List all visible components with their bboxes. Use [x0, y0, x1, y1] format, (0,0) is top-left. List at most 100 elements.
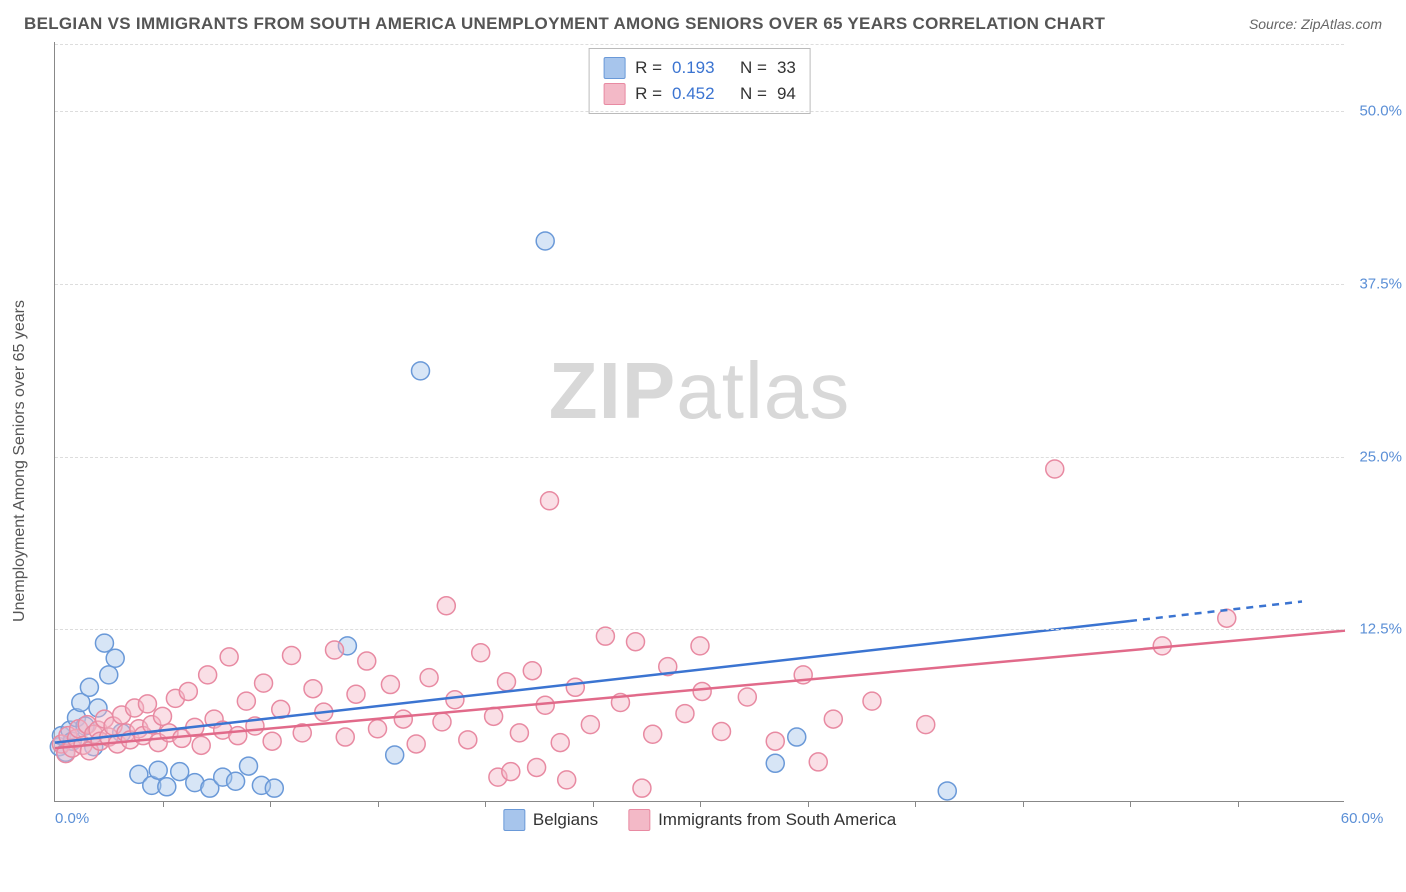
x-tick-label: 60.0% — [1341, 810, 1384, 827]
swatch-0 — [603, 57, 625, 79]
data-point — [420, 669, 438, 687]
data-point — [713, 723, 731, 741]
legend-swatch-0 — [503, 809, 525, 831]
n-value-1: 94 — [777, 84, 796, 104]
data-point — [536, 232, 554, 250]
r-value-1: 0.452 — [672, 84, 726, 104]
data-point — [347, 685, 365, 703]
data-point — [433, 713, 451, 731]
data-point — [381, 676, 399, 694]
header-row: BELGIAN VS IMMIGRANTS FROM SOUTH AMERICA… — [0, 0, 1406, 42]
x-tick-mark — [808, 801, 809, 807]
data-point — [523, 662, 541, 680]
chart-title: BELGIAN VS IMMIGRANTS FROM SOUTH AMERICA… — [24, 14, 1105, 34]
n-label: N = — [740, 84, 767, 104]
data-point — [100, 666, 118, 684]
y-tick-label: 50.0% — [1359, 103, 1402, 120]
x-tick-mark — [485, 801, 486, 807]
data-point — [766, 754, 784, 772]
legend-label-0: Belgians — [533, 810, 598, 830]
x-tick-mark — [163, 801, 164, 807]
data-point — [95, 634, 113, 652]
data-point — [412, 362, 430, 380]
data-point — [265, 779, 283, 797]
correlation-row-0: R = 0.193 N = 33 — [603, 55, 796, 81]
x-tick-mark — [378, 801, 379, 807]
x-tick-mark — [593, 801, 594, 807]
data-point — [824, 710, 842, 728]
data-point — [1218, 609, 1236, 627]
data-point — [738, 688, 756, 706]
legend-label-1: Immigrants from South America — [658, 810, 896, 830]
gridline — [55, 44, 1344, 45]
data-point — [528, 758, 546, 776]
data-point — [192, 736, 210, 754]
data-point — [485, 707, 503, 725]
data-point — [336, 728, 354, 746]
data-point — [676, 705, 694, 723]
data-point — [358, 652, 376, 670]
data-point — [227, 772, 245, 790]
y-tick-label: 25.0% — [1359, 448, 1402, 465]
x-tick-mark — [1238, 801, 1239, 807]
correlation-box: R = 0.193 N = 33 R = 0.452 N = 94 — [588, 48, 811, 114]
y-tick-label: 12.5% — [1359, 621, 1402, 638]
x-tick-mark — [1130, 801, 1131, 807]
data-point — [917, 716, 935, 734]
data-point — [502, 763, 520, 781]
data-point — [627, 633, 645, 651]
x-tick-label: 0.0% — [55, 810, 89, 827]
r-label: R = — [635, 84, 662, 104]
gridline — [55, 284, 1344, 285]
data-point — [138, 695, 156, 713]
data-point — [437, 597, 455, 615]
data-point — [558, 771, 576, 789]
data-point — [510, 724, 528, 742]
plot-svg — [55, 42, 1344, 801]
data-point — [633, 779, 651, 797]
data-point — [551, 734, 569, 752]
data-point — [693, 682, 711, 700]
data-point — [283, 647, 301, 665]
data-point — [369, 720, 387, 738]
data-point — [581, 716, 599, 734]
data-point — [80, 678, 98, 696]
correlation-row-1: R = 0.452 N = 94 — [603, 81, 796, 107]
r-value-0: 0.193 — [672, 58, 726, 78]
x-tick-mark — [1023, 801, 1024, 807]
data-point — [237, 692, 255, 710]
data-point — [691, 637, 709, 655]
chart-container: Unemployment Among Seniors over 65 years… — [0, 42, 1406, 862]
data-point — [766, 732, 784, 750]
data-point — [394, 710, 412, 728]
data-point — [938, 782, 956, 800]
x-tick-mark — [915, 801, 916, 807]
data-point — [154, 707, 172, 725]
r-label: R = — [635, 58, 662, 78]
legend-item-0: Belgians — [503, 809, 598, 831]
gridline — [55, 457, 1344, 458]
y-axis-label: Unemployment Among Seniors over 65 years — [11, 300, 29, 622]
data-point — [158, 778, 176, 796]
data-point — [229, 727, 247, 745]
data-point — [240, 757, 258, 775]
gridline — [55, 629, 1344, 630]
data-point — [498, 673, 516, 691]
data-point — [541, 492, 559, 510]
data-point — [472, 644, 490, 662]
data-point — [255, 674, 273, 692]
data-point — [179, 682, 197, 700]
data-point — [459, 731, 477, 749]
bottom-legend: Belgians Immigrants from South America — [503, 809, 896, 831]
source-label: Source: ZipAtlas.com — [1249, 16, 1382, 32]
plot-area: ZIPatlas R = 0.193 N = 33 R = 0.452 N = … — [54, 42, 1344, 802]
data-point — [644, 725, 662, 743]
data-point — [263, 732, 281, 750]
data-point — [446, 691, 464, 709]
data-point — [106, 649, 124, 667]
swatch-1 — [603, 83, 625, 105]
legend-swatch-1 — [628, 809, 650, 831]
data-point — [386, 746, 404, 764]
data-point — [149, 761, 167, 779]
data-point — [809, 753, 827, 771]
